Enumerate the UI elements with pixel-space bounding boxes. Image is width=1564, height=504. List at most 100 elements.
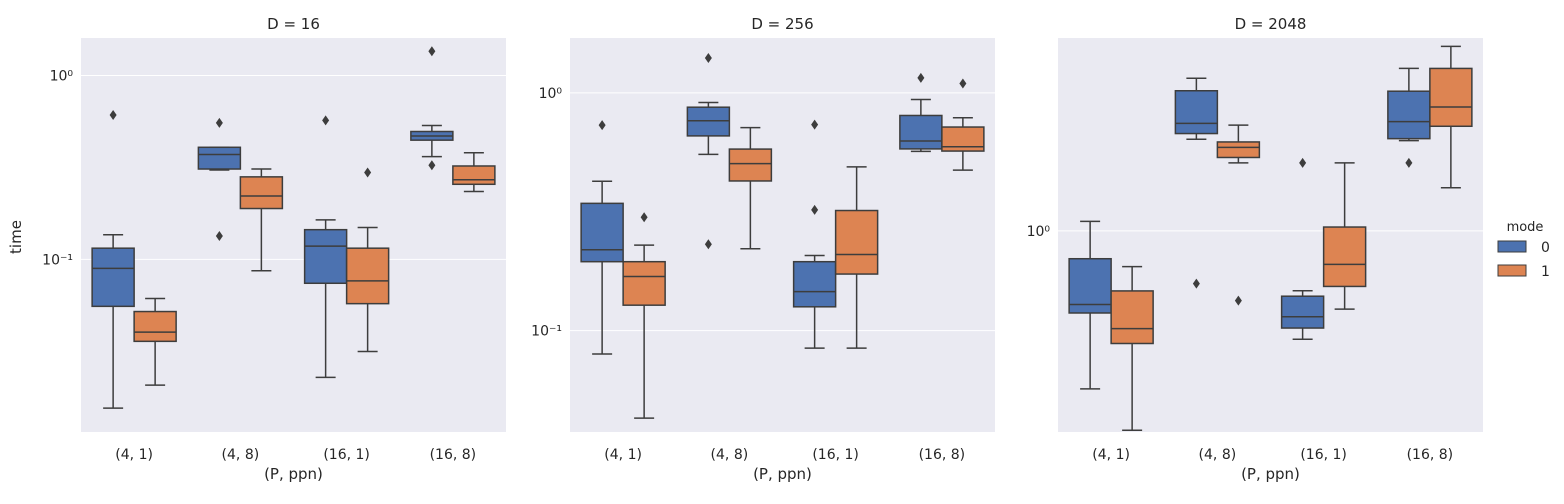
panel-title: D = 256 [751,15,813,33]
box [1322,226,1367,288]
x-axis-label: (P, ppn) [1241,465,1300,483]
outlier-point [109,109,117,120]
outlier-point [640,212,648,223]
box-mode-0-0 [1068,220,1112,390]
box [239,176,284,210]
box [899,114,943,150]
box [303,228,348,285]
outlier-point [1192,278,1200,289]
x-tick-label: (16, 8) [1407,447,1454,463]
box-mode-1-0 [133,297,177,386]
outlier-point [917,72,925,83]
outlier-point [364,167,372,178]
panel-title: D = 2048 [1235,15,1307,33]
box [1280,295,1325,329]
box [622,260,666,306]
x-tick-label: (16, 1) [323,447,370,463]
box-mode-1-2 [345,167,390,353]
box [345,247,390,305]
legend-swatch [1497,240,1527,253]
outlier-point [959,78,967,89]
x-tick-label: (16, 1) [812,447,859,463]
y-tick-label: 10⁻¹ [531,324,562,340]
y-tick-label: 10⁰ [1027,224,1051,240]
box [1174,90,1219,135]
box-mode-0-3 [410,46,454,171]
box [1387,90,1431,140]
outlier-point [1405,157,1413,168]
y-tick-label: 10⁰ [539,86,563,102]
box [834,209,879,275]
box [1216,141,1261,159]
outlier-point [704,53,712,64]
legend-label: 0 [1541,240,1550,256]
y-axis-label: time [7,220,25,254]
outlier-point [1299,157,1307,168]
x-tick-label: (4, 1) [1092,447,1130,463]
box-mode-1-0 [622,212,666,419]
outlier-point [1234,295,1242,306]
box [452,165,496,186]
y-tick-label: 10⁰ [50,69,74,85]
box-mode-1-1 [1216,124,1261,306]
box [1429,67,1473,128]
x-tick-label: (16, 8) [430,447,477,463]
box-mode-0-0 [580,120,624,355]
x-tick-label: (4, 8) [1199,447,1237,463]
plot-background [570,38,995,432]
box-mode-1-3 [1429,45,1473,189]
x-axis-label: (P, ppn) [753,465,812,483]
legend-label: 1 [1541,264,1550,280]
x-tick-label: (4, 8) [711,447,749,463]
box [580,202,624,263]
outlier-point [704,239,712,250]
box [792,260,837,308]
box [197,146,242,170]
box-mode-1-3 [941,78,985,171]
x-tick-label: (16, 8) [919,447,966,463]
box [1110,290,1154,345]
x-tick-label: (4, 1) [115,447,153,463]
box-mode-1-2 [834,166,879,349]
box [133,310,177,343]
outlier-point [215,230,223,241]
x-axis-label: (P, ppn) [264,465,323,483]
outlier-point [428,160,436,171]
outlier-point [598,120,606,131]
box-mode-1-0 [1110,265,1154,431]
box-mode-0-0 [91,109,135,409]
outlier-point [215,117,223,128]
outlier-point [428,46,436,57]
panel-2048: 10⁰ D = 2048 (4, 1) (4, 8) (16, 1) (16, 8) (P,… [1027,15,1483,483]
box-mode-0-1 [686,53,731,250]
box [91,247,135,308]
outlier-point [811,204,819,215]
x-tick-label: (16, 1) [1300,447,1347,463]
legend: mode 0 1 [1497,220,1550,280]
outlier-point [811,119,819,130]
box-mode-0-1 [197,117,242,241]
outlier-point [322,115,330,126]
box-mode-1-1 [728,126,773,250]
box-mode-0-2 [792,119,837,349]
panel-256: 10⁻¹ 10⁰ D = 256 (4, 1) (4, 8) (16, 1) (16, 8)… [531,15,995,483]
box [728,148,773,182]
box-mode-1-2 [1322,162,1367,310]
x-tick-label: (4, 8) [222,447,260,463]
legend-swatch [1497,264,1527,277]
legend-title: mode [1507,220,1544,235]
box-mode-1-1 [239,168,284,272]
x-tick-label: (4, 1) [604,447,642,463]
box-mode-0-1 [1174,77,1219,289]
box-mode-0-2 [303,115,348,379]
box-mode-1-3 [452,152,496,193]
panel-title: D = 16 [267,15,320,33]
y-tick-label: 10⁻¹ [42,252,73,268]
box-mode-0-2 [1280,157,1325,340]
box [686,106,731,137]
box-mode-0-3 [899,72,943,153]
plot-background [81,38,506,432]
panel-16: 10⁻¹ 10⁰ D = 16 (4, 1) (4, 8) (16, 1) (16, 8) (… [42,15,506,483]
